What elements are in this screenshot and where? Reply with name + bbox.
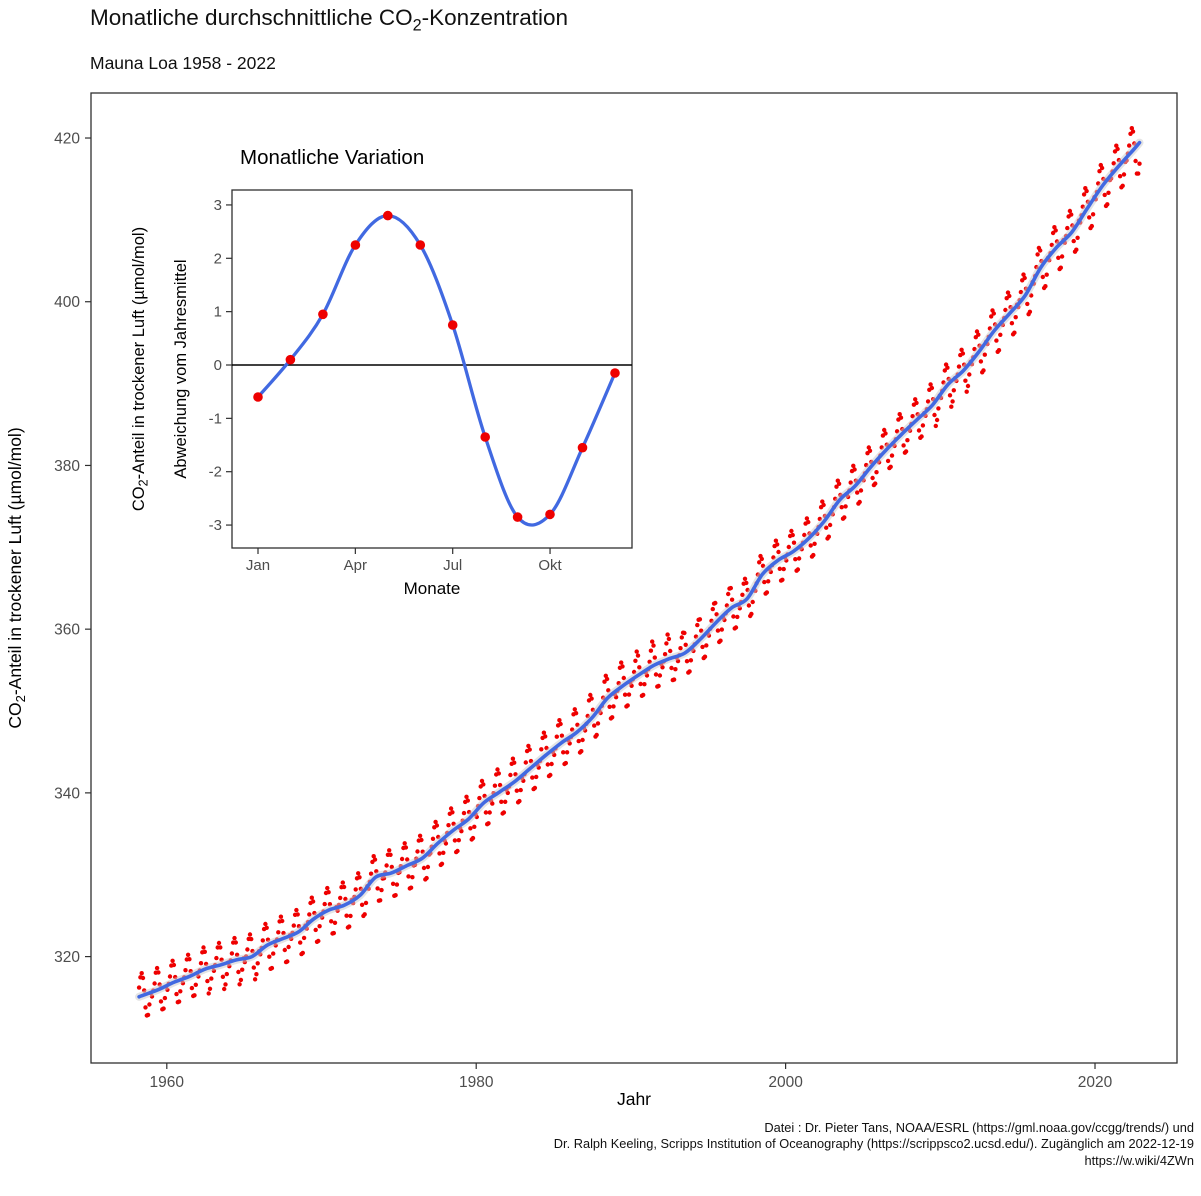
chart-title-subscript: 2 <box>412 16 422 35</box>
caption-line-2: Dr. Ralph Keeling, Scripps Institution o… <box>553 1136 1194 1152</box>
chart-title-text-post: -Konzentration <box>421 5 569 30</box>
inset-title: Monatliche Variation <box>240 146 424 169</box>
svg-text:Jul: Jul <box>443 557 462 574</box>
svg-text:320: 320 <box>54 949 80 966</box>
inset-plot-panel: -3 -2 -1 0 1 2 3 Jan Apr Jul Okt <box>209 189 633 574</box>
chart-title-text: Monatliche durchschnittliche CO <box>90 5 413 30</box>
svg-text:340: 340 <box>54 785 80 802</box>
svg-text:1: 1 <box>214 304 222 321</box>
caption-line-3: https://w.wiki/4ZWn <box>1084 1152 1194 1168</box>
main-x-axis-title: Jahr <box>617 1089 651 1109</box>
svg-text:0: 0 <box>214 357 222 374</box>
inset-y-axis-title-line1: CO2-Anteil in trockener Luft (µmol/mol) <box>130 227 151 511</box>
caption-line-1: Datei : Dr. Pieter Tans, NOAA/ESRL (http… <box>764 1120 1194 1135</box>
svg-text:Jan: Jan <box>246 557 270 574</box>
caption: Datei : Dr. Pieter Tans, NOAA/ESRL (http… <box>554 1120 1194 1169</box>
svg-text:360: 360 <box>54 622 80 639</box>
inset-y-axis-title-line2: Abweichung vom Jahresmittel <box>172 259 190 478</box>
svg-text:Okt: Okt <box>538 557 562 574</box>
chart-title: Monatliche durchschnittliche CO2-Konzent… <box>90 5 568 36</box>
chart-subtitle: Mauna Loa 1958 - 2022 <box>90 53 276 73</box>
svg-text:2000: 2000 <box>768 1074 803 1091</box>
inset-x-axis-title: Monate <box>404 579 461 598</box>
svg-text:-2: -2 <box>209 464 222 481</box>
svg-text:420: 420 <box>54 131 80 148</box>
svg-text:-1: -1 <box>209 410 222 427</box>
svg-text:2020: 2020 <box>1078 1074 1113 1091</box>
svg-text:1960: 1960 <box>150 1074 185 1091</box>
svg-text:400: 400 <box>54 294 80 311</box>
svg-text:2: 2 <box>214 250 222 267</box>
svg-text:3: 3 <box>214 197 222 214</box>
svg-text:1980: 1980 <box>459 1074 494 1091</box>
main-y-axis-title: CO2-Anteil in trockener Luft (µmol/mol) <box>5 427 28 728</box>
svg-text:Apr: Apr <box>344 557 367 574</box>
svg-text:380: 380 <box>54 458 80 475</box>
svg-text:-3: -3 <box>209 517 222 534</box>
